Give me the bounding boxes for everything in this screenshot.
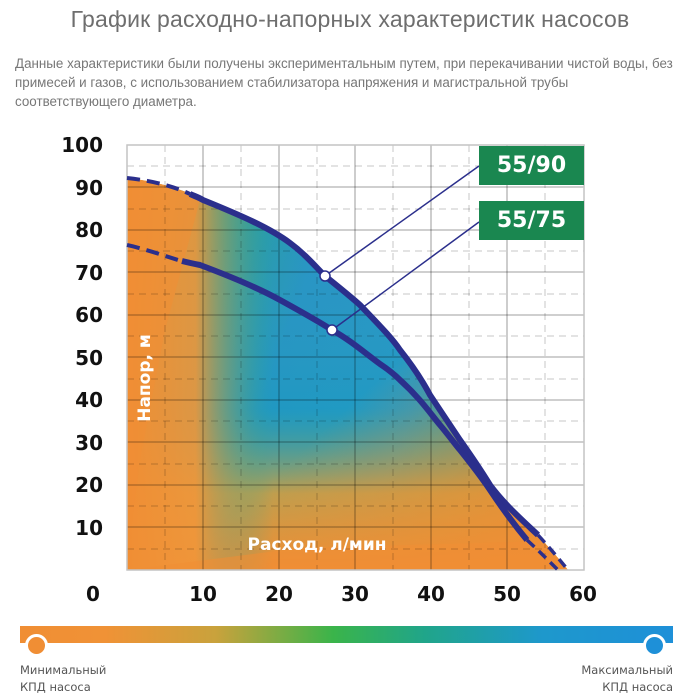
min-efficiency-dot-icon — [25, 634, 48, 657]
curve-55-75 — [126, 243, 560, 572]
y-tick-70: 70 — [75, 261, 103, 285]
y-tick-80: 80 — [75, 218, 103, 242]
series-label-55-90: 55/90 — [479, 146, 584, 185]
y-tick-40: 40 — [75, 388, 103, 412]
min-efficiency-label-line1: Минимальный — [20, 663, 107, 677]
x-tick-50: 50 — [493, 582, 521, 606]
leader-line-55-90 — [324, 165, 480, 277]
marker-55-75 — [326, 324, 338, 336]
curve-55-90 — [126, 176, 570, 572]
min-efficiency-label-line2: КПД насоса — [20, 680, 91, 694]
y-tick-90: 90 — [75, 176, 103, 200]
max-efficiency-dot-icon — [643, 634, 666, 657]
max-efficiency-label: Максимальный КПД насоса — [581, 662, 673, 696]
marker-55-90 — [319, 270, 331, 282]
series-label-55-75: 55/75 — [479, 201, 584, 240]
x-axis-label: Расход, л/мин — [247, 535, 387, 555]
page-title: График расходно-напорных характеристик н… — [70, 6, 630, 32]
x-tick-40: 40 — [417, 582, 445, 606]
min-efficiency-label: Минимальный КПД насоса — [20, 662, 106, 696]
y-tick-30: 30 — [75, 431, 103, 455]
y-tick-50: 50 — [75, 346, 103, 370]
x-tick-30: 30 — [341, 582, 369, 606]
y-tick-10: 10 — [75, 516, 103, 540]
grid-minor — [127, 145, 584, 570]
y-axis-label: Напор, м — [135, 334, 155, 422]
x-tick-60: 60 — [569, 582, 597, 606]
x-tick-10: 10 — [189, 582, 217, 606]
max-efficiency-label-line1: Максимальный — [581, 663, 673, 677]
max-efficiency-label-line2: КПД насоса — [602, 680, 673, 694]
description-text: Данные характеристики были получены эксп… — [15, 56, 673, 109]
y-tick-100: 100 — [61, 133, 103, 157]
efficiency-gradient-bar — [20, 626, 673, 643]
y-tick-60: 60 — [75, 303, 103, 327]
leader-line-55-75 — [331, 221, 480, 331]
plot-frame — [126, 144, 585, 571]
y-tick-20: 20 — [75, 473, 103, 497]
x-tick-20: 20 — [265, 582, 293, 606]
x-tick-0: 0 — [86, 582, 100, 606]
